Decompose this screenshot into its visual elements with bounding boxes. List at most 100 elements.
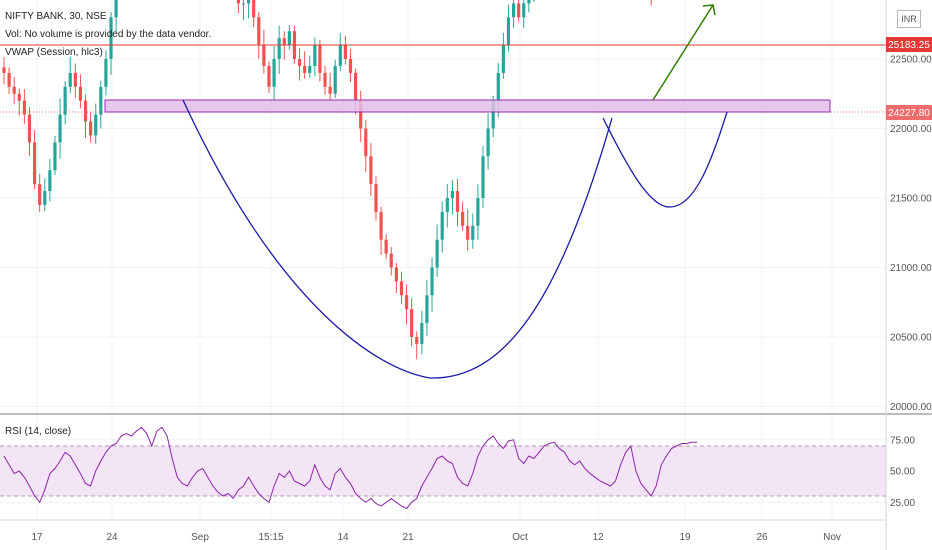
rsi-tick-label: 50.00: [890, 467, 915, 478]
candle-body: [517, 3, 521, 18]
candle-body: [353, 72, 358, 101]
candle-body: [425, 295, 429, 324]
candle-body: [333, 65, 337, 94]
breakout-arrow[interactable]: [652, 4, 714, 101]
candle-body: [461, 211, 465, 226]
candle-body: [445, 198, 449, 212]
candle-body: [83, 100, 88, 122]
candle-body: [318, 45, 322, 73]
candle-body: [43, 191, 47, 205]
price-tick-label: 20500.00: [890, 333, 932, 344]
candle-body: [328, 86, 332, 94]
candle-body: [257, 17, 261, 46]
candle-body: [109, 17, 113, 59]
candle-body: [308, 65, 312, 73]
candle-body: [410, 309, 414, 337]
arrow-head-icon: [702, 4, 716, 16]
candle-body: [450, 191, 455, 198]
candle-body: [287, 31, 291, 46]
candle-body: [267, 65, 271, 87]
price-tick-label: 22000.00: [890, 124, 932, 135]
candle-body: [343, 45, 348, 59]
time-axis[interactable]: 17 24 Sep 15:15 14 21 Oct 12 19 26 Nov: [31, 532, 840, 543]
candle-body: [27, 114, 32, 143]
price-axis[interactable]: 25500.0025000.0024500.0024000.0023500.00…: [890, 0, 932, 414]
volume-legend[interactable]: Vol: No volume is provided by the data v…: [5, 29, 212, 40]
candle-body: [369, 156, 373, 185]
candle-body: [348, 59, 353, 73]
rsi-line: [3, 426, 697, 510]
candle-body: [68, 72, 72, 87]
candle-body: [12, 86, 16, 94]
price-candles: [2, 0, 652, 360]
symbol-legend[interactable]: NIFTY BANK, 30, NSE: [5, 11, 107, 22]
candle-body: [476, 198, 480, 226]
candle-body: [282, 38, 286, 46]
vwap-legend[interactable]: VWAP (Session, hlc3): [5, 47, 103, 58]
candle-body: [338, 45, 342, 66]
time-tick-label: 14: [337, 532, 349, 543]
candle-body: [481, 156, 485, 198]
candle-body: [455, 191, 460, 212]
candle-body: [420, 323, 424, 344]
candle-body: [53, 142, 57, 171]
candle-body: [38, 184, 42, 205]
last-price-label: 24227.80: [888, 108, 930, 119]
candle-body: [99, 86, 103, 115]
candle-body: [104, 59, 108, 87]
candle-body: [511, 3, 516, 18]
candle-body: [384, 239, 388, 254]
candle-body: [374, 184, 378, 212]
candle-body: [48, 170, 52, 192]
currency-badge[interactable]: INR: [897, 10, 921, 28]
candle-body: [430, 267, 434, 296]
candle-body: [415, 337, 419, 344]
candle-body: [63, 86, 67, 115]
candle-body: [22, 100, 26, 115]
candle-body: [17, 93, 21, 101]
time-tick-label: 17: [31, 532, 43, 543]
candle-body: [364, 128, 368, 157]
candle-body: [241, 3, 246, 5]
candle-body: [389, 253, 393, 268]
resistance-zone[interactable]: [104, 99, 831, 113]
candle-body: [58, 114, 62, 143]
candle-body: [491, 100, 495, 129]
candle-body: [323, 72, 327, 87]
candle-body: [94, 114, 98, 136]
candle-body: [78, 86, 83, 101]
candle-body: [32, 142, 37, 185]
time-tick-label: 21: [402, 532, 414, 543]
price-tick-label: 22500.00: [890, 55, 932, 66]
cup-curve[interactable]: [182, 99, 613, 379]
candle-body: [527, 0, 531, 4]
candle-body: [435, 239, 439, 268]
candle-body: [496, 72, 500, 101]
resistance-price-badge: [886, 37, 932, 52]
rsi-legend[interactable]: RSI (14, close): [5, 426, 72, 437]
candle-body: [89, 121, 93, 136]
candle-body: [7, 72, 11, 87]
candle-body: [262, 45, 266, 66]
handle-curve[interactable]: [602, 111, 728, 208]
time-tick-label: 12: [592, 532, 604, 543]
time-tick-label: Oct: [512, 532, 528, 543]
candle-body: [440, 211, 444, 240]
candle-body: [466, 225, 470, 240]
candle-body: [471, 225, 475, 240]
candle-body: [236, 0, 240, 4]
time-tick-label: 24: [106, 532, 118, 543]
candle-body: [297, 59, 302, 66]
rsi-axis[interactable]: 75.00 50.00 25.00: [890, 435, 915, 509]
candle-body: [252, 0, 256, 18]
candle-body: [2, 67, 6, 73]
time-tick-label: Nov: [823, 532, 841, 543]
candle-body: [399, 281, 404, 296]
rsi-tick-label: 25.00: [890, 498, 915, 509]
candle-body: [486, 128, 490, 157]
rsi-tick-label: 75.00: [890, 435, 915, 446]
candle-body: [379, 211, 383, 240]
candle-body: [73, 72, 77, 87]
candle-body: [501, 45, 505, 73]
